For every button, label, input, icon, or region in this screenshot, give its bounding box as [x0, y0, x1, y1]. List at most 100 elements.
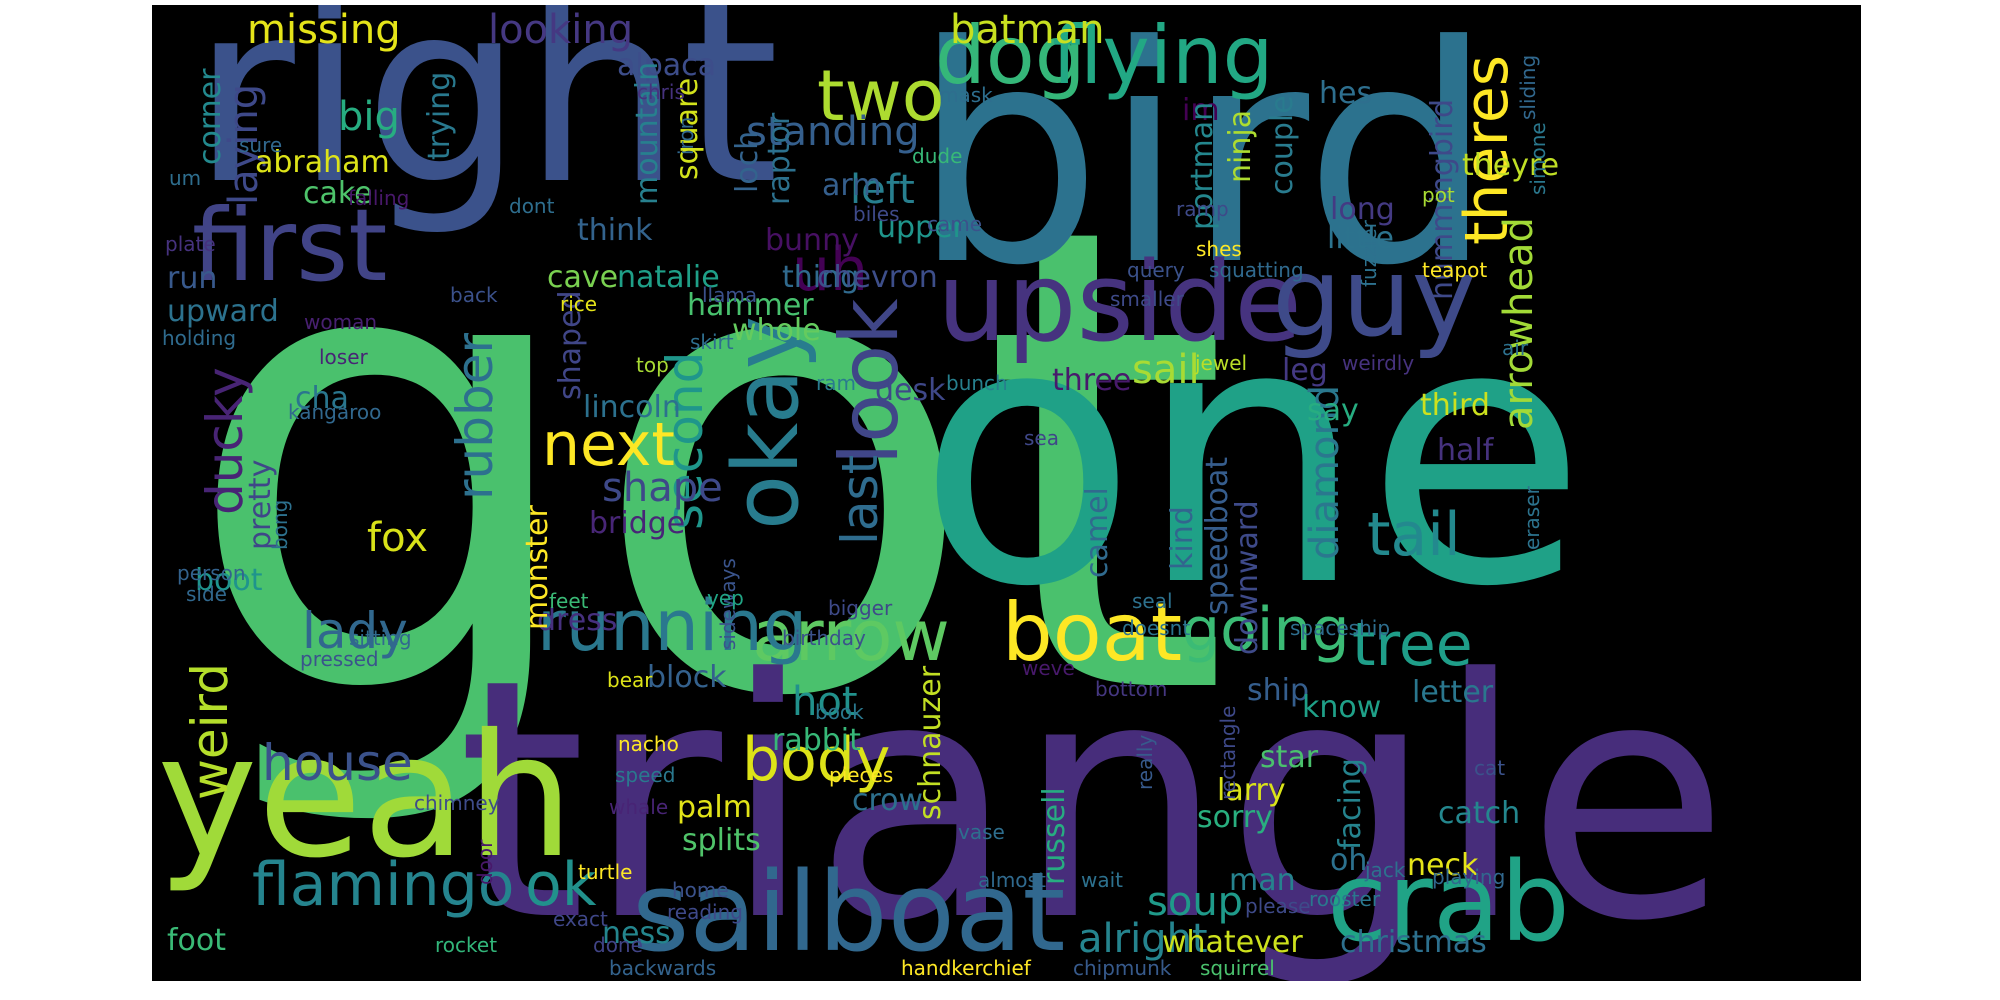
word-pieces: pieces	[829, 763, 893, 787]
word-last: last	[831, 455, 889, 545]
word-bunch: bunch	[946, 371, 1008, 395]
word-tree: tree	[1352, 610, 1473, 680]
word-chris: chris	[637, 80, 685, 104]
word-kind: kind	[1165, 506, 1200, 570]
word-rooster: rooster	[1309, 887, 1381, 911]
word-dude: dude	[912, 144, 962, 168]
word-chipmunk: chipmunk	[1073, 956, 1172, 980]
word-ram: ram	[816, 371, 856, 395]
word-splits: splits	[682, 823, 761, 858]
word-hot: hot	[792, 679, 858, 725]
word-pressed: pressed	[300, 647, 379, 671]
word-plate: plate	[165, 232, 216, 256]
word-batman: batman	[950, 7, 1104, 53]
word-sitting: sitting	[349, 626, 412, 650]
word-whale: whale	[609, 795, 668, 819]
word-nacho: nacho	[618, 732, 679, 756]
word-portman: portman	[1185, 102, 1220, 230]
word-think: think	[577, 213, 653, 248]
word-raptor: raptor	[762, 112, 797, 205]
word-say: say	[1307, 393, 1359, 428]
word-oh: oh	[1330, 843, 1367, 878]
word-man: man	[1229, 863, 1296, 898]
word-simone: simone	[1526, 122, 1550, 195]
word-tail: tail	[1367, 500, 1461, 570]
word-teapot: teapot	[1422, 258, 1487, 282]
word-im: im	[1182, 93, 1220, 128]
word-crab: crab	[1327, 838, 1570, 966]
word-eraser: eraser	[1520, 485, 1544, 550]
word-block: block	[647, 660, 727, 695]
word-squatting: squatting	[1209, 258, 1304, 282]
word-sorry: sorry	[1197, 800, 1273, 835]
word-done: done	[593, 933, 643, 957]
word-ok: ok	[525, 850, 597, 920]
word-corner: corner	[193, 68, 228, 165]
word-palm: palm	[677, 790, 752, 825]
word-three: three	[1052, 363, 1131, 398]
word-iron: iron	[674, 117, 698, 155]
word-monster: monster	[520, 505, 555, 630]
word-speed: speed	[615, 763, 675, 787]
word-mask: mask	[939, 83, 993, 107]
word-cave: cave	[547, 260, 618, 295]
word-yep: yep	[707, 586, 744, 610]
word-triangle: triangle	[457, 609, 1729, 981]
word-long: long	[1330, 192, 1395, 227]
word-crow: crow	[852, 783, 923, 818]
word-really: really	[1133, 735, 1157, 790]
word-upward: upward	[167, 294, 279, 329]
word-sliding: sliding	[1516, 55, 1540, 120]
word-natalie: natalie	[617, 260, 720, 295]
word-cat: cat	[1474, 756, 1505, 780]
word-ness: ness	[602, 916, 671, 951]
word-seal: seal	[1132, 589, 1173, 613]
word-ship: ship	[1247, 673, 1309, 708]
word-whatever: whatever	[1162, 925, 1303, 960]
word-spaceship: spaceship	[1290, 616, 1390, 640]
word-hes: hes	[1319, 76, 1372, 111]
word-half: half	[1437, 433, 1495, 468]
word-know: know	[1302, 690, 1381, 725]
word-chimney: chimney	[414, 791, 500, 815]
word-dont: dont	[509, 194, 555, 218]
word-weird: weird	[181, 663, 239, 800]
word-big: big	[338, 94, 400, 140]
word-came: came	[927, 212, 982, 236]
word-arrow: arrow	[752, 595, 950, 677]
word-side: side	[186, 582, 227, 606]
word-wait: wait	[1081, 868, 1123, 892]
word-alpaca: alpaca	[617, 48, 716, 83]
word-neck: neck	[1407, 848, 1479, 883]
word-query: query	[1127, 258, 1185, 282]
word-falling: falling	[348, 186, 409, 210]
word-body: body	[742, 725, 890, 795]
word-bottom: bottom	[1095, 677, 1167, 701]
word-hammer: hammer	[687, 288, 814, 323]
word-second: second	[656, 352, 714, 530]
word-door: door	[473, 839, 497, 885]
word-air: air	[1502, 336, 1529, 360]
word-trying: trying	[422, 72, 457, 160]
word-bong: bong	[268, 500, 292, 550]
word-cloud-panel: got one triangle bird right yeah sailboat crab u…	[152, 5, 1861, 981]
word-schnauzer: schnauzer	[913, 665, 948, 820]
word-lady: lady	[302, 602, 408, 660]
word-foot: foot	[167, 923, 226, 958]
word-left: left	[850, 167, 915, 213]
word-um: um	[169, 166, 201, 190]
word-backwards: backwards	[609, 956, 716, 980]
word-jewel: jewel	[1194, 351, 1247, 375]
word-shes: shes	[1196, 237, 1242, 261]
word-first: first	[192, 187, 387, 304]
word-bigger: bigger	[828, 596, 893, 620]
word-fuzzier: fuzzier	[1357, 219, 1381, 287]
word-loser: loser	[319, 345, 369, 369]
word-jack: jack	[1364, 858, 1406, 882]
word-pot: pot	[1422, 183, 1455, 207]
word-square: square	[670, 78, 705, 180]
word-woman: woman	[304, 310, 377, 334]
word-shape: shape	[602, 465, 723, 511]
word-guy: guy	[1272, 233, 1477, 361]
